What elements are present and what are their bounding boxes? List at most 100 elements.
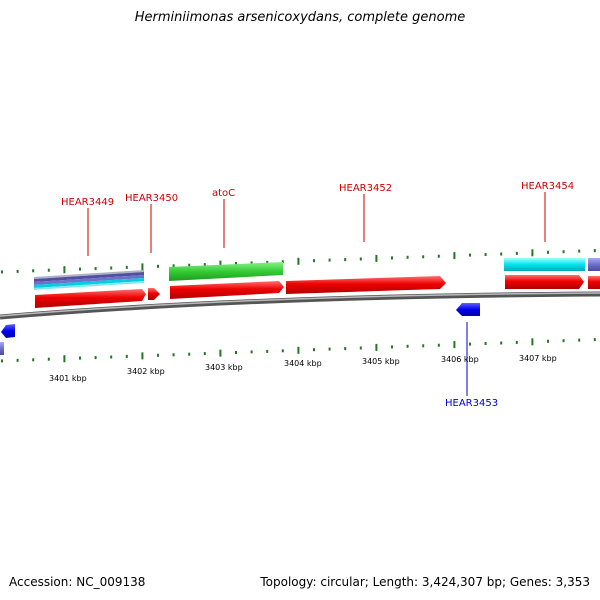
minor-tick	[32, 358, 35, 362]
minor-tick	[110, 355, 113, 359]
minor-tick	[125, 354, 128, 358]
minor-tick	[547, 250, 549, 254]
minor-tick	[281, 349, 284, 353]
minor-tick	[328, 258, 331, 262]
major-tick	[531, 249, 534, 257]
major-tick	[375, 343, 378, 351]
gene-label-hear3450: HEAR3450	[125, 193, 178, 204]
minor-tick	[1, 359, 3, 363]
minor-tick	[250, 350, 253, 354]
minor-tick	[328, 347, 331, 351]
minor-tick	[437, 343, 440, 347]
minor-tick	[79, 356, 81, 360]
minor-tick	[266, 349, 269, 353]
minor-tick	[16, 269, 19, 273]
minor-tick	[188, 263, 191, 267]
major-tick	[453, 252, 456, 260]
minor-tick	[593, 249, 596, 253]
major-tick	[141, 352, 144, 360]
minor-tick	[500, 252, 503, 256]
cds-hear3454[interactable]	[505, 275, 584, 289]
scale-label-3405: 3405 kbp	[362, 357, 400, 366]
major-tick	[63, 266, 66, 274]
gene-label-hear3452: HEAR3452	[339, 183, 392, 194]
minor-tick	[16, 358, 19, 362]
major-tick	[297, 346, 300, 354]
minor-tick	[437, 254, 440, 258]
feature-atoc-green[interactable]	[169, 262, 283, 281]
map-title: Herminiimonas arsenicoxydans, complete g…	[134, 10, 466, 25]
minor-tick	[47, 357, 50, 361]
feature-band-stack[interactable]	[34, 270, 144, 290]
minor-tick	[203, 352, 206, 356]
cds-hear3452[interactable]	[286, 276, 446, 294]
feature-purple[interactable]	[588, 258, 600, 271]
minor-tick	[547, 339, 549, 343]
minor-tick	[359, 257, 362, 261]
minor-tick	[188, 352, 191, 356]
lower-tick-row	[1, 338, 596, 363]
minor-tick	[391, 345, 393, 349]
minor-tick	[484, 342, 487, 345]
minor-tick	[94, 267, 97, 271]
minor-tick	[235, 262, 237, 265]
minor-tick	[578, 338, 581, 342]
minor-tick	[391, 256, 393, 260]
label-leader-lines	[87, 192, 546, 396]
gene-label-atoc: atoC	[212, 188, 235, 199]
minor-tick	[266, 260, 269, 264]
major-tick	[219, 260, 222, 268]
major-tick	[141, 263, 144, 271]
minor-tick	[406, 344, 409, 348]
cds-hear3453[interactable]	[456, 303, 480, 316]
minor-tick	[110, 266, 113, 270]
topology-summary-text: Topology: circular; Length: 3,424,307 bp…	[260, 575, 590, 589]
minor-tick	[562, 250, 565, 254]
cds-edge[interactable]	[588, 276, 600, 289]
minor-tick	[578, 249, 581, 253]
minor-tick	[281, 260, 284, 264]
major-tick	[531, 338, 534, 346]
genome-backbone	[0, 291, 600, 320]
feature-cyan[interactable]	[504, 258, 585, 271]
major-tick	[63, 355, 66, 363]
minor-tick	[593, 338, 596, 342]
minor-tick	[406, 255, 409, 259]
scale-label-3401: 3401 kbp	[49, 374, 87, 383]
minor-tick	[94, 356, 97, 360]
minor-tick	[469, 253, 471, 257]
minor-tick	[250, 261, 253, 265]
accession-text: Accession: NC_009138	[9, 575, 146, 589]
major-tick	[219, 349, 222, 357]
minor-tick	[515, 251, 518, 255]
genome-backbone-highlight	[0, 292, 600, 317]
minor-tick	[469, 342, 471, 346]
minor-tick	[422, 344, 425, 348]
scale-label-3403: 3403 kbp	[205, 363, 243, 372]
minor-tick	[157, 353, 159, 357]
minor-tick	[79, 267, 81, 271]
scale-label-3407: 3407 kbp	[519, 354, 557, 363]
minor-tick	[500, 341, 503, 345]
gene-label-hear3454: HEAR3454	[521, 181, 574, 192]
minor-tick	[562, 339, 565, 343]
cds-hear3449[interactable]	[35, 289, 146, 308]
minor-tick	[235, 351, 237, 354]
scale-label-3406: 3406 kbp	[441, 355, 479, 364]
minor-tick	[484, 253, 487, 256]
minor-tick	[313, 348, 315, 352]
cds-hear3450[interactable]	[148, 288, 160, 300]
minor-tick	[344, 258, 347, 262]
major-tick	[375, 254, 378, 262]
major-tick	[453, 341, 456, 349]
cds-left-edge-blue-small[interactable]	[0, 342, 4, 355]
gene-label-hear3453: HEAR3453	[445, 398, 498, 409]
cds-atoc[interactable]	[170, 281, 284, 299]
major-tick	[297, 257, 300, 265]
minor-tick	[32, 269, 35, 273]
minor-tick	[47, 268, 50, 272]
minor-tick	[344, 347, 347, 351]
minor-tick	[359, 346, 362, 350]
cds-left-edge-blue[interactable]	[1, 324, 15, 338]
